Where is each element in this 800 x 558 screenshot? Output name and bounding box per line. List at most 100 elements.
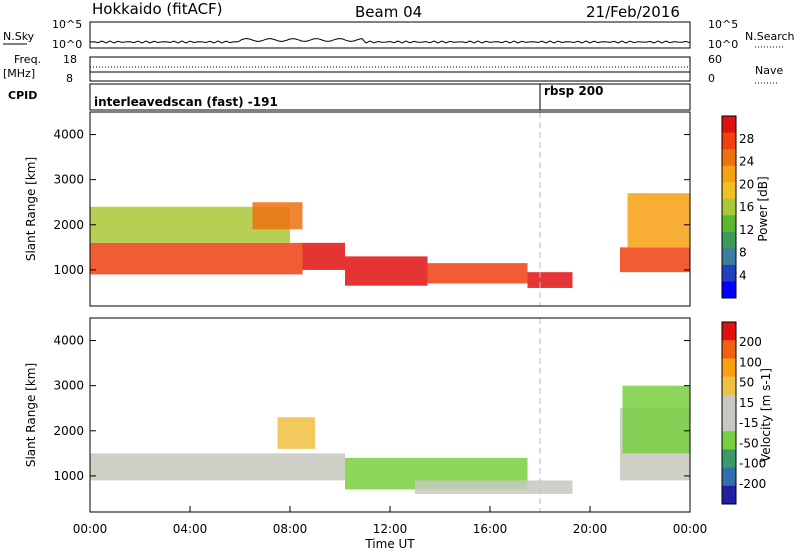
power-colorbar-label: Power [dB] bbox=[756, 176, 770, 241]
colorbar-swatch-8 bbox=[722, 449, 736, 469]
data-band-3 bbox=[345, 256, 428, 286]
cpid-segment-2: rbsp 200 bbox=[544, 84, 603, 98]
colorbar-swatch-1 bbox=[722, 116, 736, 134]
velocity-data bbox=[90, 385, 690, 494]
colorbar-swatch-4 bbox=[722, 376, 736, 396]
xlabel: Time UT bbox=[364, 537, 415, 551]
ytick-label-1: 1000 bbox=[53, 469, 84, 483]
data-band-4 bbox=[427, 263, 528, 284]
cpid-panel: CPID interleavedscan (fast) -191 rbsp 20… bbox=[8, 83, 691, 111]
nsearch-tick-bottom: 10^0 bbox=[708, 38, 738, 51]
cpid-segment-1: interleavedscan (fast) -191 bbox=[94, 95, 278, 109]
colorbar-swatch-3 bbox=[722, 149, 736, 167]
nave-tick-top: 60 bbox=[708, 53, 722, 66]
colorbar-swatch-7 bbox=[722, 215, 736, 233]
nsky-tick-bottom: 10^0 bbox=[52, 38, 82, 51]
freq-unit: [MHz] bbox=[3, 67, 35, 80]
colorbar-tick-3: 20 bbox=[739, 177, 754, 191]
data-band-5 bbox=[622, 385, 690, 454]
power-y-axis: 1000 2000 3000 4000 bbox=[53, 128, 690, 277]
nave-label: Nave bbox=[755, 64, 783, 77]
colorbar-swatch-4 bbox=[722, 165, 736, 183]
site-title: Hokkaido (fitACF) bbox=[92, 0, 223, 18]
cpid-label: CPID bbox=[8, 89, 37, 102]
freq-label: Freq. bbox=[14, 53, 41, 66]
colorbar-tick-5: 12 bbox=[739, 223, 754, 237]
data-band-1 bbox=[90, 242, 303, 275]
colorbar-swatch-9 bbox=[722, 248, 736, 266]
nsearch-label: N.Search bbox=[745, 30, 795, 43]
date-title: 21/Feb/2016 bbox=[586, 3, 680, 21]
data-band-6 bbox=[277, 417, 315, 449]
data-band-8 bbox=[252, 202, 303, 230]
colorbar-swatch-6 bbox=[722, 198, 736, 216]
colorbar-tick-2: 100 bbox=[739, 355, 762, 369]
colorbar-swatch-8 bbox=[722, 231, 736, 249]
data-band-5 bbox=[527, 272, 573, 288]
ytick-label-3: 3000 bbox=[53, 379, 84, 393]
xtick-label-7: 00:00 bbox=[673, 522, 708, 536]
colorbar-swatch-5 bbox=[722, 182, 736, 200]
ytick-label-4: 4000 bbox=[53, 334, 84, 348]
colorbar-tick-1: 200 bbox=[739, 335, 762, 349]
colorbar-tick-4: 15 bbox=[739, 396, 754, 410]
freq-panel: Freq. [MHz] 18 8 60 0 Nave bbox=[3, 53, 783, 85]
colorbar-swatch-7 bbox=[722, 431, 736, 450]
colorbar-swatch-1 bbox=[722, 322, 736, 341]
colorbar-tick-7: -100 bbox=[739, 457, 766, 471]
xtick-label-1: 00:00 bbox=[73, 522, 108, 536]
nsearch-tick-top: 10^5 bbox=[708, 18, 738, 31]
colorbar-tick-4: 16 bbox=[739, 200, 754, 214]
velocity-colorbar: 200 100 50 15 -15 -50 -100 -200 bbox=[721, 321, 766, 505]
colorbar-tick-6: 8 bbox=[739, 246, 747, 260]
colorbar-swatch-3 bbox=[722, 358, 736, 378]
freq-tick-top: 18 bbox=[63, 53, 77, 66]
colorbar-swatch-9 bbox=[722, 467, 736, 487]
ytick-label-3: 3000 bbox=[53, 173, 84, 187]
colorbar-tick-5: -15 bbox=[739, 416, 759, 430]
velocity-panel: 1000 2000 3000 4000 Slant Range [km] 200 100… bbox=[24, 317, 773, 551]
ytick-label-1: 1000 bbox=[53, 263, 84, 277]
velocity-y-axis: 1000 2000 3000 4000 bbox=[53, 334, 690, 483]
xtick-label-4: 12:00 bbox=[373, 522, 408, 536]
colorbar-swatch-2 bbox=[722, 340, 736, 359]
data-band-9 bbox=[627, 193, 690, 248]
nave-tick-bottom: 0 bbox=[708, 72, 715, 85]
velocity-colorbar-label: Velocity [m s-1] bbox=[759, 368, 773, 462]
colorbar-swatch-11 bbox=[722, 281, 736, 299]
power-data bbox=[90, 193, 690, 288]
freq-tick-bottom: 8 bbox=[66, 72, 73, 85]
colorbar-swatch-10 bbox=[722, 485, 736, 505]
ytick-label-2: 2000 bbox=[53, 218, 84, 232]
ytick-label-4: 4000 bbox=[53, 128, 84, 142]
colorbar-swatch-10 bbox=[722, 264, 736, 282]
power-ylabel: Slant Range [km] bbox=[24, 157, 38, 261]
xtick-label-2: 04:00 bbox=[173, 522, 208, 536]
data-band-3 bbox=[415, 480, 573, 494]
colorbar-swatch-5 bbox=[722, 394, 736, 414]
xtick-label-3: 08:00 bbox=[273, 522, 308, 536]
data-band-6 bbox=[620, 247, 690, 273]
power-colorbar: 28 24 20 16 12 8 4 bbox=[721, 115, 754, 299]
data-band-1 bbox=[90, 453, 345, 481]
colorbar-swatch-6 bbox=[722, 413, 736, 432]
power-panel: 1000 2000 3000 4000 Slant Range [km] 28 24 20… bbox=[24, 111, 770, 307]
colorbar-tick-8: -200 bbox=[739, 477, 766, 491]
nsky-label: N.Sky bbox=[3, 30, 35, 43]
nsky-trace bbox=[89, 37, 691, 44]
velocity-ylabel: Slant Range [km] bbox=[24, 363, 38, 467]
colorbar-swatch-2 bbox=[722, 132, 736, 150]
beam-title: Beam 04 bbox=[355, 3, 422, 21]
time-axis: 00:00 04:00 08:00 12:00 16:00 20:00 00:00 bbox=[73, 506, 708, 536]
colorbar-tick-6: -50 bbox=[739, 436, 759, 450]
nsky-tick-top: 10^5 bbox=[52, 18, 82, 31]
colorbar-tick-7: 4 bbox=[739, 268, 747, 282]
nsky-panel: N.Sky 10^5 10^0 10^5 10^0 N.Search bbox=[3, 18, 795, 51]
xtick-label-5: 16:00 bbox=[473, 522, 508, 536]
colorbar-tick-1: 28 bbox=[739, 132, 754, 146]
colorbar-tick-2: 24 bbox=[739, 155, 754, 169]
ytick-label-2: 2000 bbox=[53, 424, 84, 438]
xtick-label-6: 20:00 bbox=[573, 522, 608, 536]
colorbar-tick-3: 50 bbox=[739, 376, 754, 390]
